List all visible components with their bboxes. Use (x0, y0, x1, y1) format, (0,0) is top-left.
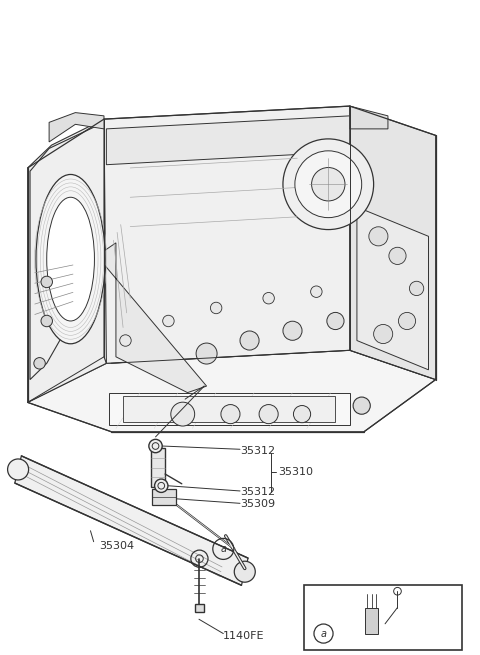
Circle shape (155, 479, 168, 493)
Polygon shape (107, 116, 350, 164)
Circle shape (171, 402, 195, 426)
Circle shape (196, 343, 217, 364)
Bar (365, 608, 378, 633)
Ellipse shape (36, 174, 105, 344)
Polygon shape (350, 106, 436, 380)
Circle shape (398, 312, 416, 329)
Circle shape (263, 293, 275, 304)
Circle shape (312, 168, 345, 201)
Circle shape (240, 331, 259, 350)
Circle shape (259, 405, 278, 424)
Text: 35312: 35312 (240, 487, 275, 497)
Text: 35309: 35309 (240, 499, 275, 509)
Polygon shape (123, 396, 336, 422)
Circle shape (353, 397, 370, 414)
Text: 35304: 35304 (99, 540, 134, 551)
Circle shape (409, 281, 424, 295)
Text: 35312: 35312 (240, 445, 275, 456)
Text: 1140FE: 1140FE (223, 631, 265, 641)
Polygon shape (97, 243, 206, 392)
Polygon shape (28, 119, 107, 402)
Bar (195, 605, 204, 612)
Text: a: a (321, 629, 326, 639)
Circle shape (283, 321, 302, 341)
Polygon shape (350, 106, 388, 129)
Circle shape (41, 276, 52, 288)
Circle shape (221, 405, 240, 424)
Bar (304, 585, 462, 650)
Ellipse shape (47, 197, 95, 321)
Circle shape (41, 315, 52, 327)
Circle shape (311, 286, 322, 297)
Polygon shape (104, 106, 350, 364)
Polygon shape (357, 207, 429, 370)
Circle shape (283, 139, 373, 229)
Polygon shape (152, 489, 176, 505)
Circle shape (8, 459, 29, 480)
Polygon shape (49, 113, 104, 142)
Bar (151, 448, 165, 487)
Circle shape (163, 315, 174, 327)
Polygon shape (15, 456, 248, 586)
Circle shape (234, 561, 255, 582)
Circle shape (34, 358, 45, 369)
Polygon shape (28, 350, 436, 432)
Circle shape (295, 151, 362, 217)
Text: a: a (220, 544, 226, 554)
Circle shape (293, 405, 311, 422)
Polygon shape (30, 122, 104, 380)
Polygon shape (109, 392, 350, 425)
Text: 35310: 35310 (278, 468, 313, 477)
Circle shape (327, 312, 344, 329)
Circle shape (210, 302, 222, 314)
Circle shape (369, 227, 388, 246)
Circle shape (120, 335, 131, 346)
Circle shape (373, 324, 393, 344)
Text: 31337F: 31337F (340, 631, 382, 641)
Circle shape (389, 248, 406, 265)
Circle shape (149, 440, 162, 453)
